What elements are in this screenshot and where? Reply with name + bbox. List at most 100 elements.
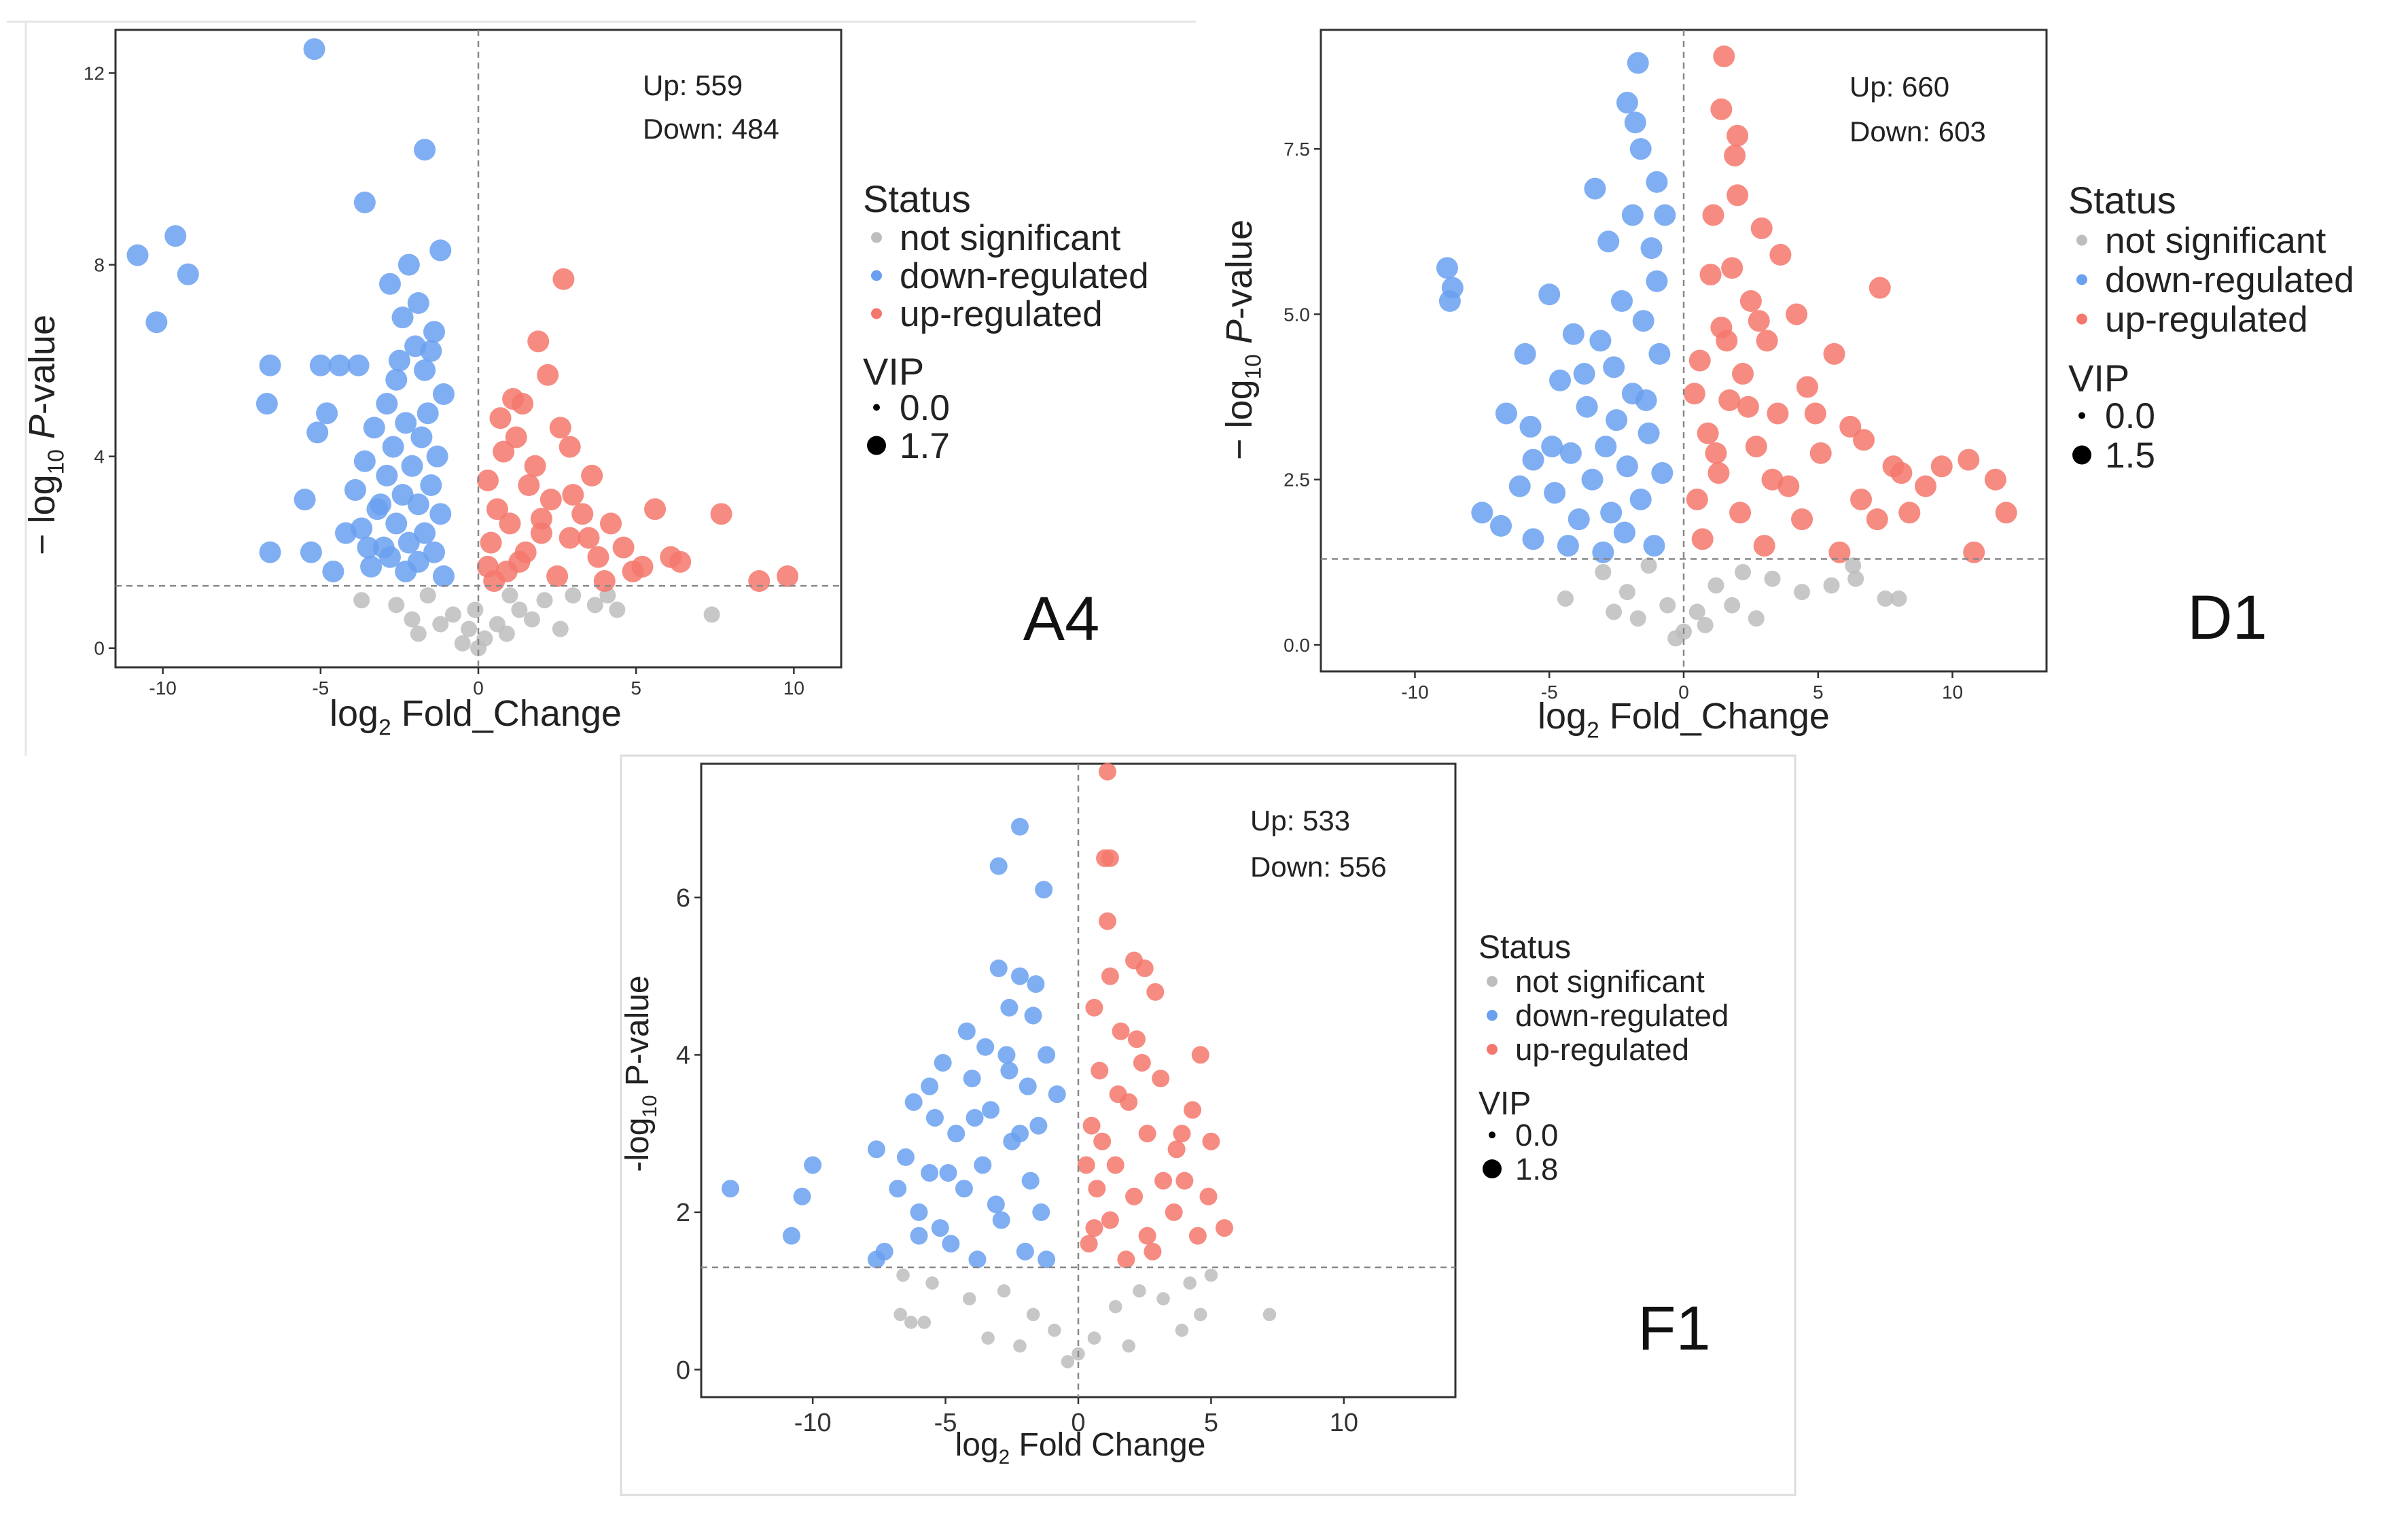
point-not-significant [467, 601, 484, 618]
legend-vip-value: 1.5 [2105, 436, 2155, 476]
point-up-regulated [1727, 124, 1749, 147]
point-not-significant [893, 1307, 907, 1322]
points [1436, 45, 2017, 647]
point-down-regulated [974, 1156, 992, 1174]
point-up-regulated [612, 536, 635, 559]
point-up-regulated [1173, 1125, 1191, 1143]
point-down-regulated [145, 311, 168, 334]
point-not-significant [1183, 1276, 1197, 1290]
legend-vip-value: 1.7 [900, 426, 950, 466]
point-up-regulated [1745, 436, 1767, 458]
point-not-significant [1133, 1284, 1146, 1298]
point-not-significant [432, 616, 449, 633]
point-up-regulated [1713, 45, 1735, 67]
point-down-regulated [1541, 436, 1563, 458]
point-down-regulated [1438, 290, 1461, 313]
point-up-regulated [593, 570, 616, 593]
point-up-regulated [600, 512, 622, 535]
point-down-regulated [391, 484, 414, 506]
point-not-significant [501, 587, 518, 604]
point-down-regulated [429, 239, 452, 262]
y-axis-label: − log10 P-value [1219, 219, 1267, 460]
point-down-regulated [804, 1156, 822, 1174]
point-up-regulated [1127, 1030, 1146, 1049]
point-not-significant [1013, 1339, 1027, 1353]
legend-up-regulated-label: up-regulated [900, 294, 1103, 334]
point-down-regulated [385, 512, 408, 535]
point-down-regulated [388, 349, 410, 372]
point-down-regulated [1629, 488, 1652, 510]
x-tick-label: -5 [312, 677, 329, 699]
point-not-significant [997, 1284, 1011, 1298]
point-down-regulated [363, 417, 385, 439]
point-down-regulated [347, 354, 370, 376]
point-down-regulated [1589, 330, 1612, 352]
x-tick-label: -10 [1401, 682, 1428, 703]
point-down-regulated [1557, 535, 1579, 557]
point-down-regulated [867, 1140, 885, 1159]
point-down-regulated [259, 354, 281, 376]
point-down-regulated [391, 306, 414, 329]
point-up-regulated [480, 531, 502, 554]
point-down-regulated [925, 1108, 944, 1127]
point-not-significant [1764, 570, 1781, 587]
point-up-regulated [1809, 442, 1832, 464]
point-down-regulated [1584, 177, 1606, 200]
point-down-regulated [939, 1164, 957, 1182]
point-not-significant [1606, 603, 1623, 620]
y-tick-label: 6 [676, 884, 690, 913]
point-down-regulated [1597, 230, 1620, 253]
point-down-regulated [1490, 514, 1512, 537]
y-tick-label: 4 [676, 1042, 690, 1070]
point-down-regulated [793, 1187, 811, 1205]
point-down-regulated [1495, 402, 1517, 425]
point-down-regulated [1032, 1203, 1050, 1221]
point-not-significant [1890, 590, 1907, 607]
point-down-regulated [426, 445, 448, 468]
point-up-regulated [644, 498, 667, 521]
y-tick-label: 8 [94, 254, 105, 275]
point-not-significant [1667, 630, 1684, 647]
y-tick-label: 0.0 [1283, 635, 1310, 656]
point-not-significant [917, 1316, 932, 1329]
point-down-regulated [328, 354, 351, 376]
y-tick-label: 0 [676, 1356, 690, 1385]
point-up-regulated [1117, 1250, 1135, 1269]
point-down-regulated [963, 1070, 981, 1088]
point-up-regulated [1106, 1156, 1125, 1174]
legend-up-regulated-swatch [871, 308, 882, 319]
point-not-significant [1847, 570, 1864, 587]
legend-vip-size-swatch [2078, 412, 2085, 419]
point-down-regulated [423, 321, 445, 343]
point-not-significant [454, 635, 471, 652]
legend-up-regulated-label: up-regulated [1515, 1032, 1689, 1067]
point-up-regulated [1984, 468, 2006, 491]
point-up-regulated [1963, 541, 1985, 563]
legend-vip-value: 0.0 [900, 388, 950, 428]
legend-vip-title: VIP [863, 350, 924, 393]
point-up-regulated [518, 474, 540, 496]
point-up-regulated [1823, 342, 1845, 365]
point-down-regulated [1611, 290, 1633, 313]
point-down-regulated [982, 1101, 1000, 1119]
point-up-regulated [710, 503, 732, 525]
point-up-regulated [508, 550, 531, 573]
x-tick-label: 10 [783, 677, 804, 699]
point-up-regulated [1215, 1219, 1233, 1237]
x-tick-label: 0 [1071, 1409, 1085, 1437]
point-down-regulated [385, 368, 408, 391]
point-down-regulated [1576, 395, 1598, 418]
point-down-regulated [1635, 389, 1657, 411]
point-up-regulated [1101, 967, 1119, 985]
point-up-regulated [1188, 1227, 1207, 1245]
point-up-regulated [1093, 1132, 1112, 1150]
point-down-regulated [376, 464, 398, 487]
point-not-significant [1877, 590, 1894, 607]
point-down-regulated [417, 402, 439, 425]
point-down-regulated [942, 1235, 960, 1253]
point-down-regulated [957, 1022, 976, 1040]
point-not-significant [1629, 610, 1646, 627]
point-up-regulated [777, 565, 799, 587]
point-not-significant [523, 611, 540, 628]
